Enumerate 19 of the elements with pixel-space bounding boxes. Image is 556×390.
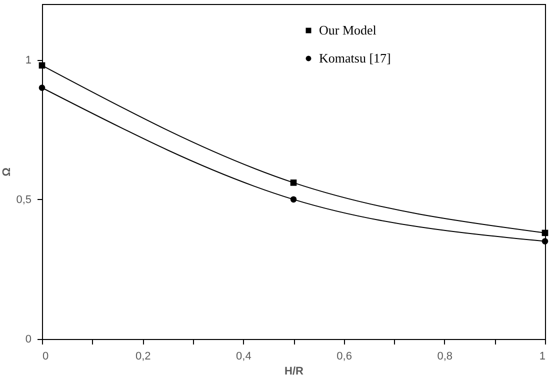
legend-label: Our Model [319,22,377,38]
point [290,180,297,186]
legend-label: Komatsu [17] [319,50,391,66]
point [38,62,46,69]
x-tick-label: 0,2 [135,350,151,362]
x-axis-title: H/R [284,366,304,378]
x-tick-label: 0 [42,350,49,362]
point [542,238,548,244]
x-tick-label: 0,6 [336,350,352,362]
y-tick-label: 0 [25,334,32,346]
y-tick-label: 0,5 [16,194,32,206]
x-tick-label: 0,4 [236,350,252,362]
y-tick-label: 1 [25,54,32,66]
x-tick-label: 1 [539,350,546,362]
point [38,84,46,91]
x-tick-label: 0,8 [437,350,453,362]
point [542,230,548,236]
y-axis-title: Ω [1,167,14,176]
point [290,196,297,203]
